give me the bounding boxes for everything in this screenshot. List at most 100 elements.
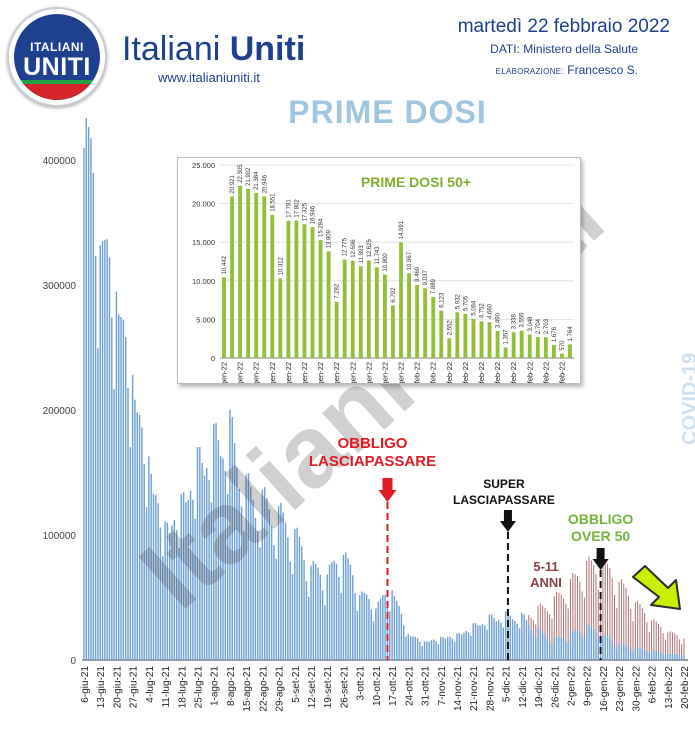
main-bar (259, 547, 261, 660)
inset-x-tick-label: 8-feb-22 (461, 362, 470, 383)
main-bar (352, 575, 354, 660)
main-bar (539, 629, 542, 660)
main-x-tick-label: 13-giu-21 (96, 666, 107, 709)
inset-x-tick-label: 4-feb-22 (429, 362, 438, 383)
main-y-tick-label: 0 (70, 656, 76, 667)
inset-value-label: 22.305 (238, 164, 244, 183)
main-y-tick-label: 300000 (43, 281, 77, 292)
main-bar (579, 631, 581, 660)
main-bar (674, 653, 676, 660)
inset-value-label: 1.357 (504, 329, 510, 345)
main-bar (627, 646, 630, 660)
main-bar (150, 473, 152, 660)
inset-bar (270, 214, 275, 358)
main-bar (120, 317, 122, 660)
main-bar (247, 473, 250, 660)
elaboration-label: ELABORAZIONE: (495, 67, 564, 76)
inset-x-tick-label: 15-gen-22 (268, 362, 277, 383)
overlay-bar (658, 624, 660, 652)
main-bar (634, 648, 637, 660)
main-bar (268, 509, 271, 660)
inset-value-label: 2.703 (544, 318, 550, 334)
inset-bar (487, 322, 492, 358)
overlay-bar (641, 607, 643, 649)
elaboration: ELABORAZIONE: Francesco S. (380, 63, 638, 77)
main-bar (270, 525, 273, 660)
main-bar (178, 547, 180, 660)
main-bar (604, 634, 606, 660)
main-bar (548, 641, 551, 660)
main-bar (298, 536, 301, 660)
inset-bar (318, 240, 323, 358)
inset-chart: 0 5.000 10.000 15.000 20.000 25.000 10.442 20.… (192, 161, 574, 396)
main-bar (660, 652, 662, 660)
main-bar (101, 241, 104, 661)
inset-value-label: 3.490 (496, 312, 502, 328)
main-bar (680, 656, 683, 660)
inset-value-label: 14.991 (399, 220, 405, 239)
brand-bold: Uniti (229, 30, 306, 68)
inset-value-label: 21.902 (246, 167, 252, 186)
inset-x-tick-label: 11-gen-22 (236, 362, 245, 383)
overlay-bar (549, 614, 551, 642)
main-bar (565, 641, 567, 660)
main-bar (358, 595, 361, 660)
inset-bar (230, 196, 234, 358)
overlay-bar (553, 596, 555, 638)
main-bar (106, 239, 108, 660)
main-bar (375, 608, 377, 660)
overlay-bar (558, 592, 560, 637)
main-bar (338, 576, 340, 660)
inset-bar (374, 267, 379, 358)
main-bar (595, 632, 597, 660)
inset-bar (254, 192, 259, 358)
main-bar (511, 619, 514, 660)
inset-bars (222, 185, 572, 358)
main-bar (201, 463, 203, 660)
inset-x-tick-label: 2-feb-22 (413, 362, 422, 383)
main-bar (541, 632, 544, 660)
arrow-down-icon (378, 478, 397, 502)
brand-light: Italiani (122, 30, 230, 68)
main-bar (669, 653, 671, 660)
main-bar (435, 641, 437, 660)
overlay-bar (632, 621, 634, 652)
inset-value-label: 10.442 (222, 255, 228, 274)
main-bar (502, 627, 505, 660)
main-bar (560, 637, 562, 660)
overlay-bar (674, 633, 676, 654)
main-bar (224, 470, 227, 660)
main-bar (470, 635, 472, 660)
main-bar (370, 609, 372, 660)
inset-bar (366, 260, 371, 358)
inset-x-tick-label: 23-gen-22 (332, 362, 341, 383)
main-bar (407, 633, 410, 660)
main-bar (129, 447, 132, 660)
overlay-bar (683, 638, 685, 655)
arrow-down-icon (592, 548, 609, 570)
main-bar (275, 558, 277, 660)
inset-value-label: 570 (560, 340, 566, 351)
main-bar (493, 618, 495, 660)
main-bar (535, 637, 537, 660)
main-bar (175, 530, 178, 660)
inset-value-label: 1.676 (552, 326, 558, 342)
main-bar (516, 623, 518, 660)
main-bar (291, 574, 294, 660)
inset-bar (431, 297, 436, 358)
main-bar (458, 633, 460, 660)
main-bar (377, 602, 379, 660)
main-bar (616, 649, 618, 660)
main-bar (555, 636, 558, 660)
main-bar (164, 521, 166, 660)
inset-bar (503, 347, 508, 358)
logo-line-2: UNITI (23, 53, 91, 81)
main-bar (465, 631, 467, 660)
main-x-tick-label: 20-feb-22 (680, 666, 691, 709)
inset-y-tick-label: 10.000 (192, 277, 215, 286)
age-5-11-label-1: 5-11 (533, 559, 558, 574)
inset-value-label: 17.781 (286, 199, 292, 218)
main-bar (592, 628, 595, 660)
inset-value-label: 9.037 (423, 270, 429, 286)
main-bar (180, 494, 183, 660)
